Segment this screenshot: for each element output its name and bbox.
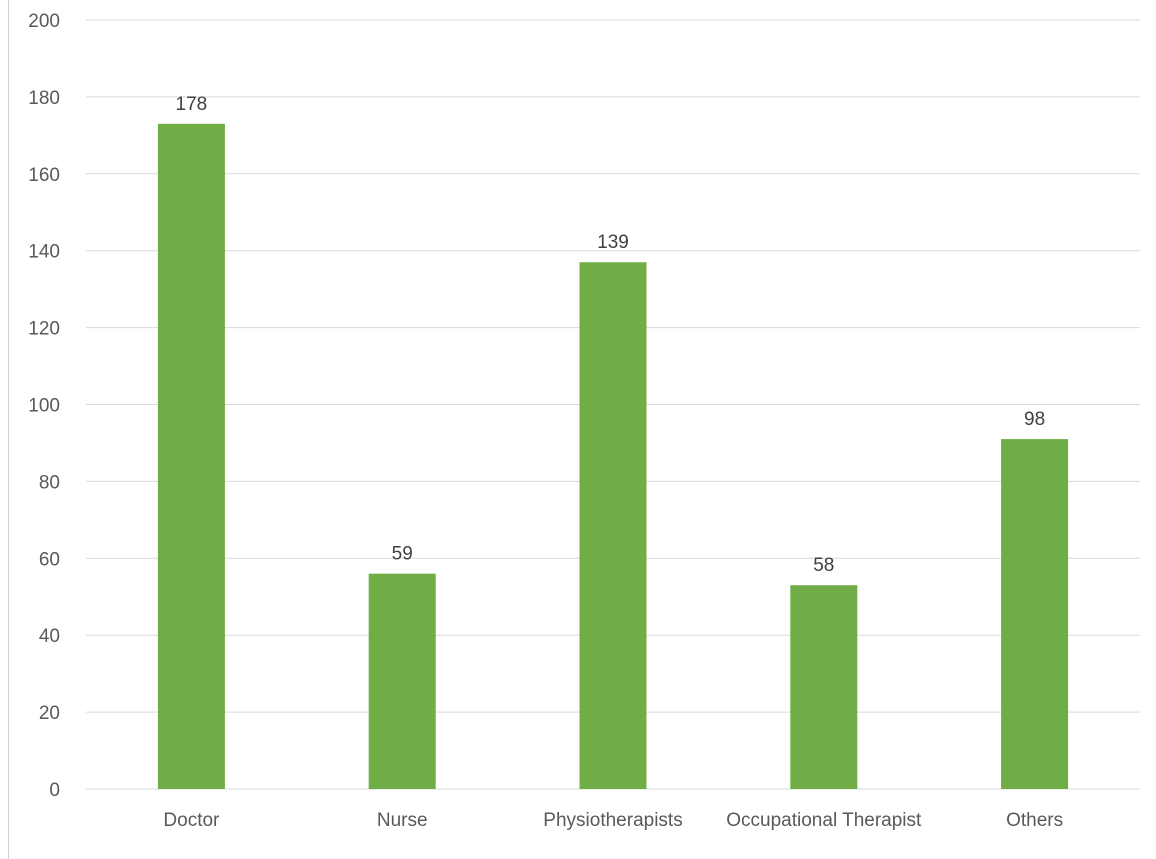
- data-labels: 178 59 139 58 98: [176, 94, 1046, 576]
- x-tick-label: Doctor: [163, 810, 220, 831]
- x-tick-label: Others: [1006, 810, 1063, 831]
- data-label: 98: [1024, 409, 1045, 430]
- bar-nurse: [368, 573, 436, 789]
- chart-border: [8, 0, 9, 859]
- y-tick-label: 140: [28, 242, 60, 263]
- bar-physiotherapists: [579, 262, 647, 789]
- y-tick-label: 80: [39, 472, 60, 493]
- bar-others: [1001, 439, 1069, 789]
- y-tick-label: 200: [28, 11, 60, 32]
- data-label: 139: [597, 232, 629, 253]
- bar-doctor: [157, 123, 225, 789]
- y-tick-label: 60: [39, 549, 60, 570]
- y-axis-ticks: 0 20 40 60 80 100 120 140 160 180 200: [28, 11, 60, 801]
- data-label: 58: [813, 555, 834, 576]
- data-label: 178: [176, 94, 208, 115]
- y-tick-label: 100: [28, 396, 60, 417]
- data-label: 59: [392, 544, 413, 565]
- y-tick-label: 40: [39, 626, 60, 647]
- y-tick-label: 160: [28, 165, 60, 186]
- gridlines: [86, 19, 1140, 790]
- y-tick-label: 120: [28, 319, 60, 340]
- y-tick-label: 0: [49, 780, 60, 801]
- x-tick-label: Physiotherapists: [543, 810, 682, 831]
- bars: [157, 123, 1069, 789]
- y-tick-label: 20: [39, 703, 60, 724]
- bar-occupational-therapist: [790, 585, 858, 789]
- x-tick-label: Nurse: [377, 810, 428, 831]
- y-tick-label: 180: [28, 88, 60, 109]
- x-axis-ticks: Doctor Nurse Physiotherapists Occupational …: [163, 810, 1063, 831]
- x-tick-label: Occupational Therapist: [726, 810, 922, 831]
